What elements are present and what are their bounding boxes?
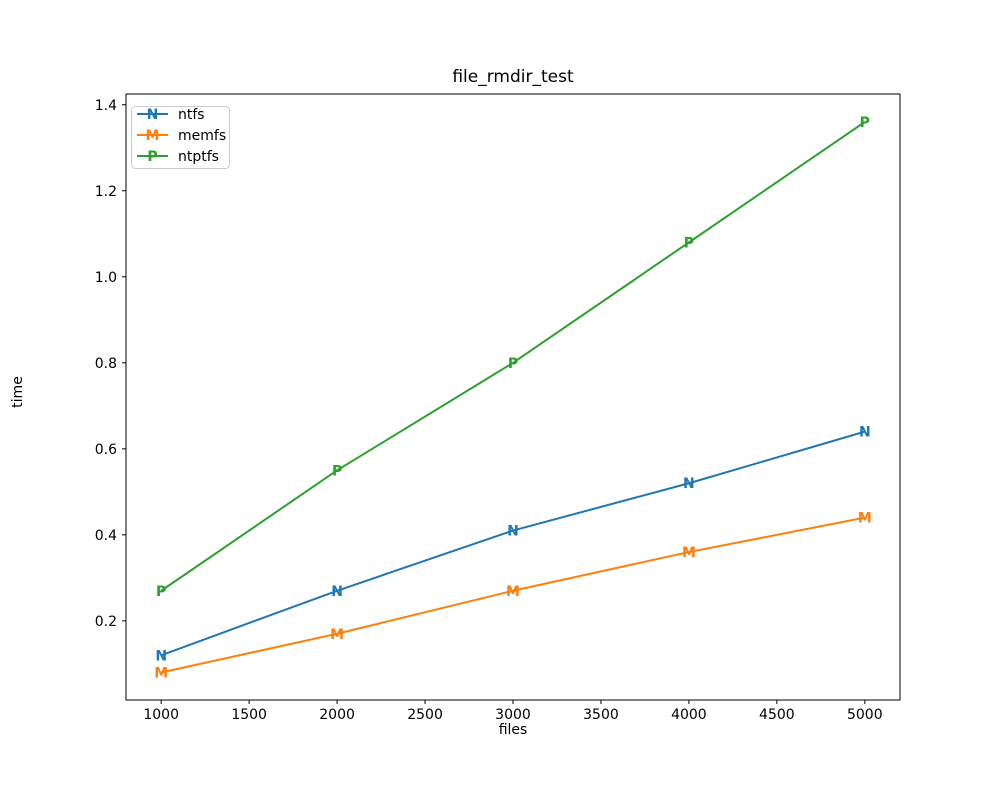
plot-frame xyxy=(125,93,901,701)
series-marker-p-icon: P xyxy=(156,584,166,600)
series-marker-n-icon: N xyxy=(155,648,167,664)
legend-marker-m-icon: M xyxy=(146,128,160,144)
legend-label-ntptfs: ntptfs xyxy=(178,149,219,165)
series-marker-m-icon: M xyxy=(330,627,344,643)
series-marker-m-icon: M xyxy=(858,511,872,527)
chart-title: file_rmdir_test xyxy=(452,67,574,87)
x-axis-tick-label: 1500 xyxy=(231,707,267,723)
legend-label-ntfs: ntfs xyxy=(178,107,205,123)
series-marker-n-icon: N xyxy=(683,476,695,492)
legend-box xyxy=(131,106,230,169)
y-axis-tick-label: 1.4 xyxy=(95,98,117,114)
y-axis-tick-label: 1.0 xyxy=(95,270,117,286)
x-axis-tick-label: 3500 xyxy=(583,707,619,723)
x-axis-tick-label: 2500 xyxy=(407,707,443,723)
series-marker-m-icon: M xyxy=(154,665,168,681)
series-line-memfs xyxy=(160,516,866,674)
series-marker-p-icon: P xyxy=(508,356,518,372)
x-axis-tick-label: 1000 xyxy=(143,707,179,723)
legend-marker-n-icon: N xyxy=(147,107,159,123)
y-axis-tick-label: 0.8 xyxy=(95,356,117,372)
series-marker-p-icon: P xyxy=(684,235,694,251)
series-marker-p-icon: P xyxy=(332,463,342,479)
y-axis-tick-label: 1.2 xyxy=(95,184,117,200)
legend-label-memfs: memfs xyxy=(178,128,226,144)
x-axis-tick-label: 3000 xyxy=(495,707,531,723)
series-marker-n-icon: N xyxy=(507,524,519,540)
x-axis-tick-label: 5000 xyxy=(847,707,883,723)
series-marker-p-icon: P xyxy=(860,115,870,131)
x-axis-label: files xyxy=(498,722,528,738)
y-axis-tick-label: 0.4 xyxy=(95,528,117,544)
y-axis-tick-label: 0.2 xyxy=(95,614,117,630)
series-marker-n-icon: N xyxy=(859,425,871,441)
series-marker-n-icon: N xyxy=(331,584,343,600)
series-line-ntfs xyxy=(160,430,866,657)
series-line-ntptfs xyxy=(160,121,866,592)
x-axis-tick-label: 4500 xyxy=(759,707,795,723)
series-marker-m-icon: M xyxy=(682,545,696,561)
x-axis-tick-label: 4000 xyxy=(671,707,707,723)
y-axis-tick-label: 0.6 xyxy=(95,442,117,458)
legend-marker-p-icon: P xyxy=(147,149,157,165)
x-axis-tick-label: 2000 xyxy=(319,707,355,723)
series-marker-m-icon: M xyxy=(506,584,520,600)
